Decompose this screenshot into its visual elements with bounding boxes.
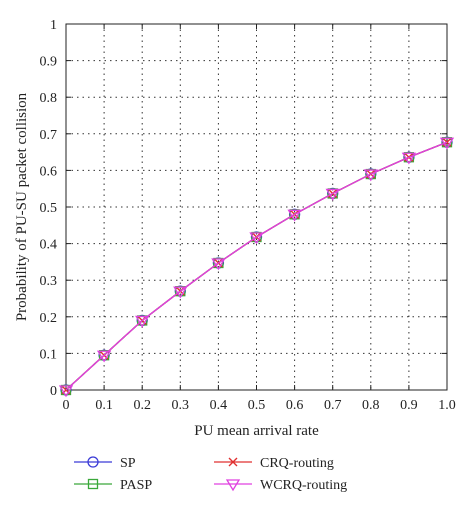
legend-item: SP <box>74 456 136 471</box>
legend-label: SP <box>120 456 136 471</box>
y-tick-label: 0.7 <box>40 128 58 143</box>
data-point <box>439 137 455 150</box>
data-point <box>325 188 340 201</box>
x-tick-label: 0 <box>63 398 70 413</box>
x-tick-label: 0.2 <box>133 398 151 413</box>
y-tick-label: 0.4 <box>40 238 58 253</box>
data-point <box>287 209 302 222</box>
axis-ticks: 0 0.1 0.2 0.3 0.4 0.5 0.6 0.7 0.8 0.9 1.0 0 0.1 0.2 0.… <box>40 18 456 413</box>
data-point <box>249 232 264 245</box>
x-tick-label: 0.1 <box>95 398 113 413</box>
y-tick-label: 0.9 <box>40 55 58 70</box>
x-tick-label: 0.8 <box>362 398 380 413</box>
x-tick-label: 0.7 <box>324 398 342 413</box>
y-tick-label: 0.8 <box>40 91 58 106</box>
x-tick-label: 0.3 <box>172 398 190 413</box>
legend-label: PASP <box>120 478 152 493</box>
data-point <box>96 350 112 363</box>
series-wcrq-routing <box>58 137 455 398</box>
legend-marker <box>87 456 99 468</box>
legend-item: WCRQ-routing <box>214 478 347 493</box>
legend-item: PASP <box>74 478 152 493</box>
grid <box>66 24 447 390</box>
data-point <box>135 315 150 328</box>
legend-label: WCRQ-routing <box>260 478 347 493</box>
x-tick-label: 0.5 <box>248 398 266 413</box>
legend-marker <box>228 457 238 467</box>
x-tick-label: 0.6 <box>286 398 304 413</box>
x-tick-label: 0.4 <box>210 398 228 413</box>
data-point <box>58 385 74 398</box>
series <box>58 136 455 398</box>
y-tick-label: 0.3 <box>40 274 58 289</box>
legend-marker <box>225 479 241 492</box>
legend-marker <box>87 478 99 490</box>
y-tick-label: 0.5 <box>40 201 58 216</box>
data-point <box>401 152 417 165</box>
legend: SP PASP CRQ-routing WCRQ-routing <box>74 456 347 493</box>
data-point <box>363 169 378 182</box>
y-tick-label: 1 <box>50 18 57 33</box>
data-point <box>173 286 188 299</box>
x-tick-label: 0.9 <box>400 398 418 413</box>
legend-label: CRQ-routing <box>260 456 334 471</box>
y-tick-label: 0.1 <box>40 347 58 362</box>
data-point <box>211 258 226 271</box>
y-tick-label: 0 <box>50 384 57 399</box>
legend-item: CRQ-routing <box>214 456 334 471</box>
y-tick-label: 0.2 <box>40 311 58 326</box>
y-axis-label: Probability of PU-SU packet collision <box>14 92 30 321</box>
series-line <box>65 141 448 391</box>
y-tick-label: 0.6 <box>40 164 58 179</box>
x-tick-label: 1.0 <box>438 398 456 413</box>
x-axis-label: PU mean arrival rate <box>194 423 319 439</box>
